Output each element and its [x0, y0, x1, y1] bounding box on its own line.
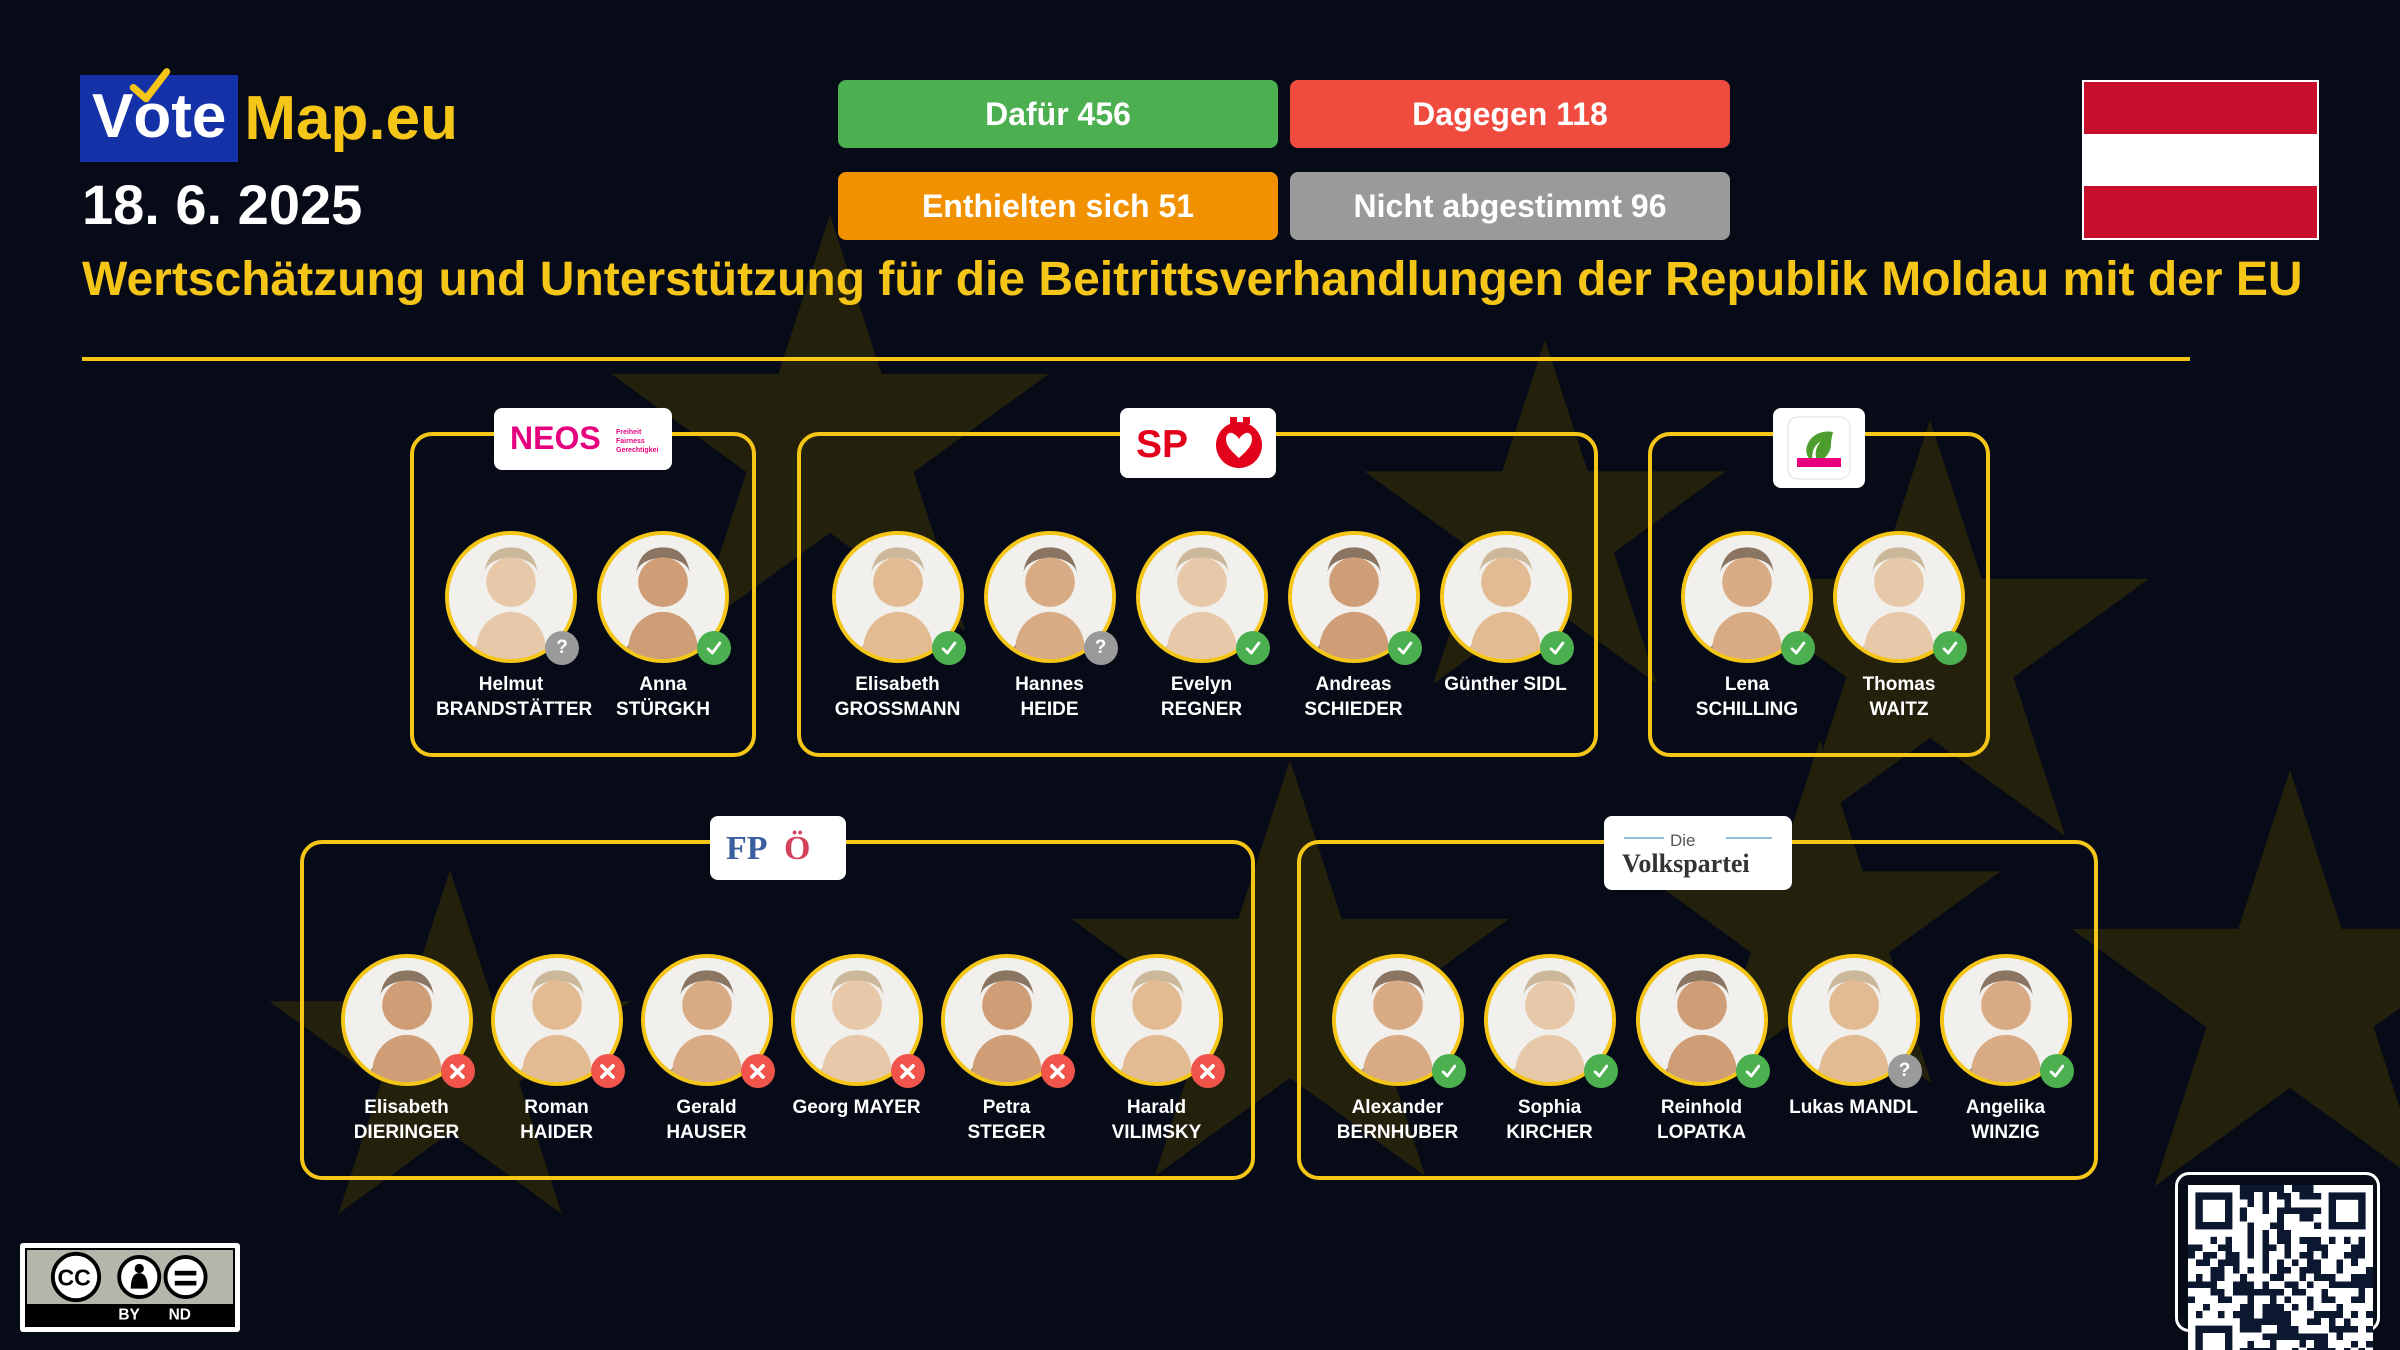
svg-text:ND: ND — [169, 1307, 191, 1324]
svg-text:Die: Die — [1670, 831, 1696, 850]
svg-text:NEOS: NEOS — [510, 420, 601, 456]
svg-text:FP: FP — [726, 830, 768, 867]
svg-text:Volkspartei: Volkspartei — [1622, 849, 1750, 878]
svg-text:Freiheit: Freiheit — [616, 429, 642, 436]
svg-text:SP: SP — [1136, 423, 1188, 466]
svg-text:Ö: Ö — [784, 830, 810, 867]
svg-text:BY: BY — [118, 1307, 140, 1324]
svg-text:Gerechtigkeit: Gerechtigkeit — [616, 447, 658, 454]
svg-text:Fairness: Fairness — [616, 438, 645, 445]
